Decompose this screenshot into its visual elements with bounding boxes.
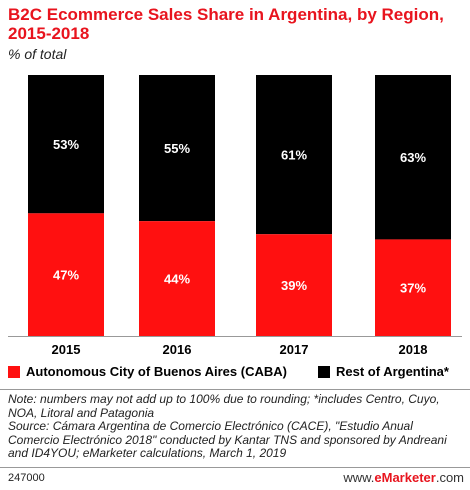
legend: Autonomous City of Buenos Aires (CABA) R… <box>8 364 468 384</box>
legend-item-caba: Autonomous City of Buenos Aires (CABA) <box>8 364 287 379</box>
x-tick-label-2017: 2017 <box>280 342 309 357</box>
data-label-rest-2016: 55% <box>164 141 190 156</box>
bar-caba-2015 <box>28 213 104 336</box>
notes-block: Note: numbers may not add up to 100% due… <box>8 392 466 461</box>
data-label-caba-2015: 47% <box>53 268 79 283</box>
brand-suffix: .com <box>435 470 464 485</box>
data-label-caba-2017: 39% <box>281 278 307 293</box>
x-tick-label-2015: 2015 <box>52 342 81 357</box>
chart-subtitle: % of total <box>8 46 67 62</box>
brand-prefix: www. <box>343 470 375 485</box>
brand-link[interactable]: www.eMarketer.com <box>343 470 464 485</box>
stacked-bar-chart: 47% 53% 2015 44% 55% 2016 39% 61% 2017 37% 63% 2018 <box>8 75 462 357</box>
legend-label-rest: Rest of Argentina* <box>336 364 449 379</box>
bar-rest-2017 <box>256 75 332 235</box>
footer-divider <box>0 467 470 468</box>
data-label-rest-2018: 63% <box>400 150 426 165</box>
legend-swatch-caba <box>8 365 20 378</box>
bar-caba-2018 <box>375 239 451 336</box>
chart-id: 247000 <box>8 472 45 484</box>
data-label-rest-2015: 53% <box>53 137 79 152</box>
note-text: Note: numbers may not add up to 100% due… <box>8 392 440 420</box>
source-text: Source: Cámara Argentina de Comercio Ele… <box>8 419 447 460</box>
bar-caba-2016 <box>139 221 215 336</box>
legend-label-caba: Autonomous City of Buenos Aires (CABA) <box>26 364 287 379</box>
chart-title: B2C Ecommerce Sales Share in Argentina, … <box>8 5 444 43</box>
x-tick-label-2016: 2016 <box>163 342 192 357</box>
notes-divider <box>0 389 470 390</box>
bar-caba-2017 <box>256 234 332 336</box>
data-label-rest-2017: 61% <box>281 148 307 163</box>
brand-name: eMarketer <box>374 470 436 485</box>
data-label-caba-2016: 44% <box>164 272 190 287</box>
bar-rest-2018 <box>375 75 451 240</box>
data-label-caba-2018: 37% <box>400 281 426 296</box>
x-tick-label-2018: 2018 <box>399 342 428 357</box>
bar-rest-2016 <box>139 75 215 222</box>
legend-item-rest: Rest of Argentina* <box>318 364 449 379</box>
bar-rest-2015 <box>28 75 104 214</box>
legend-swatch-rest <box>318 365 330 378</box>
